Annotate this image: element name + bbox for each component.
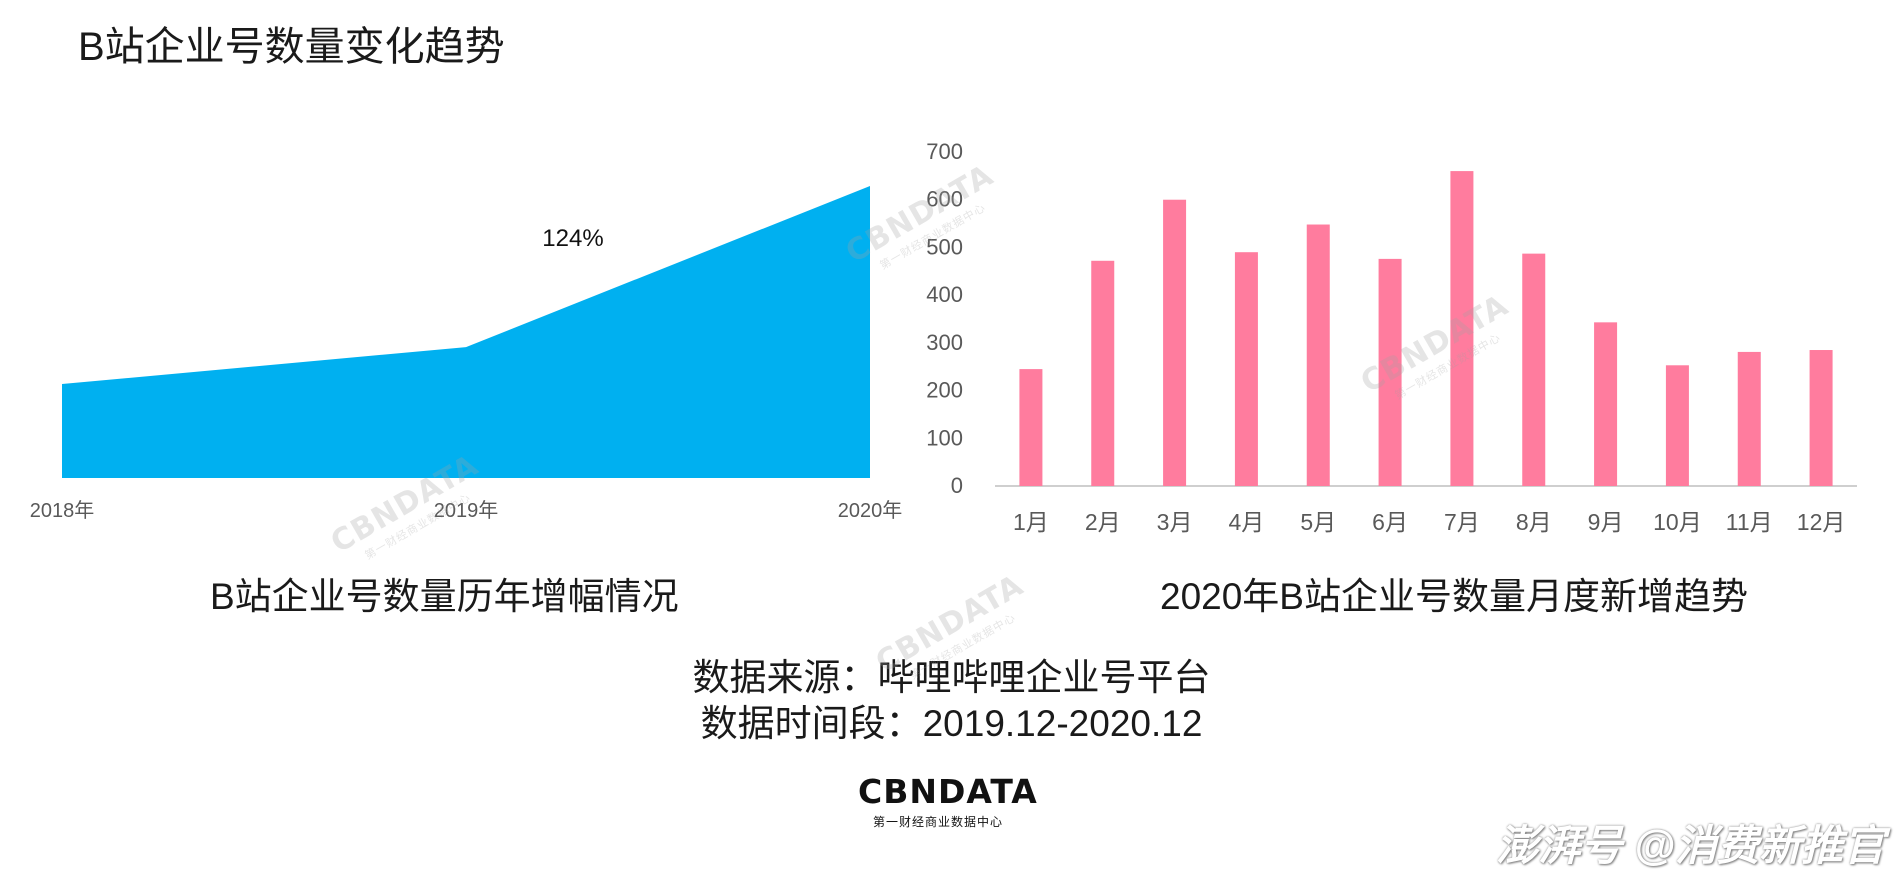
bar-x-tick-label: 5月 [1300,509,1336,535]
bar [1306,224,1330,487]
bar-x-tick-label: 12月 [1797,509,1846,535]
bar-y-tick-label: 400 [926,282,963,307]
bar [1019,369,1043,486]
bar-y-tick-label: 600 [926,187,963,212]
bar-x-tick-label: 7月 [1444,509,1480,535]
bar-x-tick-label: 10月 [1653,509,1702,535]
bar-chart-title: 2020年B站企业号数量月度新增趋势 [1160,576,1748,617]
area-x-tick-label: 2019年 [434,499,499,522]
bar-x-tick-label: 11月 [1726,509,1773,535]
bar-x-tick-label: 9月 [1588,509,1624,535]
cbndata-logo: CBNDATA 第一财经商业数据中心 [858,772,1038,830]
footer-credit: 澎湃号 @消费新推官 [1496,822,1885,869]
data-period: 数据时间段：2019.12-2020.12 [700,703,1203,744]
bar-y-tick-label: 300 [926,330,963,355]
logo-wordmark: CBNDATA [858,772,1038,811]
bar-y-tick-label: 500 [926,234,963,259]
data-source: 数据来源：哔哩哔哩企业号平台 [692,657,1211,698]
logo-subtitle: 第一财经商业数据中心 [872,815,1003,829]
bar-x-tick-label: 8月 [1516,509,1552,535]
bar [1522,253,1546,486]
bar-y-tick-label: 700 [926,139,963,164]
bar [1163,199,1187,486]
bar [1450,171,1474,487]
bar-x-tick-label: 2月 [1085,509,1121,535]
bar [1737,351,1761,486]
area-x-tick-label: 2020年 [838,499,903,522]
area-series [62,186,870,478]
area-x-tick-label: 2018年 [30,499,95,522]
bar-y-tick-label: 200 [926,378,963,403]
bar-x-tick-label: 4月 [1229,509,1265,535]
bar [1378,258,1402,486]
page-title: B站企业号数量变化趋势 [78,25,505,69]
bar-x-tick-label: 6月 [1372,509,1408,535]
growth-annotation: 124% [542,225,603,252]
bar-x-tick-label: 1月 [1013,509,1049,535]
bar [1234,252,1258,486]
bar [1809,350,1833,486]
bar-x-tick-label: 3月 [1157,509,1193,535]
bar-y-tick-label: 100 [926,425,963,450]
bar [1091,260,1115,486]
bar [1665,365,1689,486]
area-chart-title: B站企业号数量历年增幅情况 [210,576,679,617]
bar [1594,322,1618,486]
bar-y-tick-label: 0 [951,473,963,498]
